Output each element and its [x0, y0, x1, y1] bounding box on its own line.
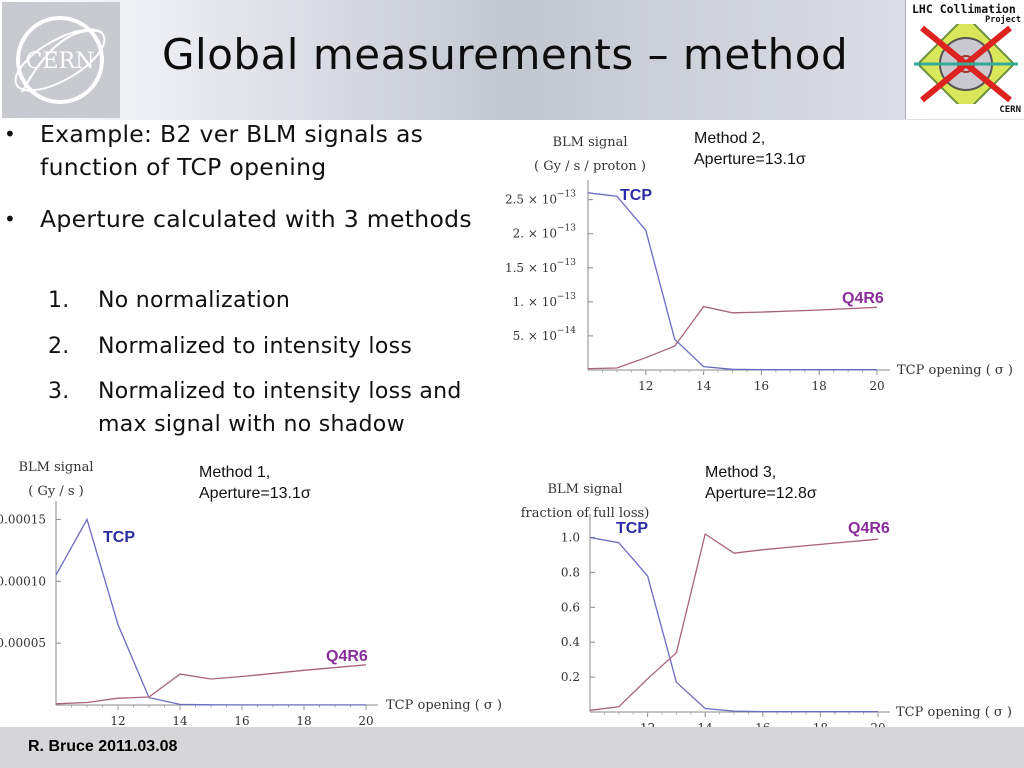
x-tick-label: 20 — [869, 379, 884, 393]
x-tick-label: 12 — [110, 714, 125, 728]
annotation-line: Method 2, — [694, 130, 766, 147]
cern-logo-icon: CERN — [14, 16, 106, 104]
lhc-collimation-logo: LHC Collimation Project CERN — [905, 0, 1024, 119]
x-axis-label: TCP opening ( σ ) — [896, 705, 1012, 720]
y-tick-label: 1.5 × 10−13 — [505, 258, 576, 275]
cern-logo: CERN — [2, 2, 120, 118]
cern-logo-text: CERN — [26, 49, 95, 74]
y-tick-label: 2.5 × 10−13 — [505, 190, 576, 207]
chart-method-2-q4r6-label: Q4R6 — [842, 290, 884, 307]
y-axis-label: ( Gy / s ) — [28, 484, 83, 499]
y-tick-mantissa: 2. × 10 — [513, 227, 557, 241]
y-tick-label: 1. × 10−13 — [513, 292, 577, 309]
y-tick-exponent: −13 — [557, 190, 576, 200]
annotation-line: Method 3, — [705, 464, 777, 481]
y-axis-label: BLM signal — [18, 460, 93, 475]
y-tick-exponent: −13 — [557, 258, 576, 268]
x-tick-label: 20 — [358, 714, 373, 728]
y-tick-label: 0.8 — [561, 565, 580, 579]
y-tick-mantissa: 1. × 10 — [513, 295, 557, 309]
x-axis-label: TCP opening ( σ ) — [897, 363, 1013, 378]
annotation-line: Aperture=12.8σ — [705, 485, 817, 502]
chart-method-1-tcp-label: TCP — [103, 529, 135, 546]
collimator-icon — [914, 24, 1018, 104]
y-axis-label: fraction of full loss) — [521, 506, 650, 521]
x-tick-label: 18 — [296, 714, 311, 728]
header-bar: CERN Global measurements – method LHC Co… — [0, 0, 1024, 120]
chart-method-3-annotation: Method 3, Aperture=12.8σ — [705, 462, 817, 504]
numbered-item-index: 2. — [48, 334, 70, 359]
y-axis-label: ( Gy / s / proton ) — [534, 159, 646, 174]
y-tick-mantissa: 5. × 10 — [513, 329, 557, 343]
numbered-item-text: No normalization — [98, 288, 291, 313]
series-line-tcp — [55, 517, 366, 706]
footer-text: R. Bruce 2011.03.08 — [28, 738, 178, 755]
x-tick-label: 16 — [234, 714, 249, 728]
y-tick-mantissa: 1.5 × 10 — [505, 261, 557, 275]
chart-method-2-annotation: Method 2, Aperture=13.1σ — [694, 128, 806, 170]
x-tick-label: 14 — [696, 379, 712, 393]
chart-method-3-tcp-label: TCP — [616, 520, 648, 537]
series-line-tcp — [589, 536, 878, 713]
y-tick-exponent: −14 — [557, 326, 576, 336]
annotation-line: Aperture=13.1σ — [199, 485, 311, 502]
numbered-item-index: 1. — [48, 288, 70, 313]
chart-method-3-q4r6-label: Q4R6 — [848, 520, 890, 537]
numbered-item-text: Normalized to intensity loss and max sig… — [98, 379, 462, 437]
annotation-line: Aperture=13.1σ — [694, 151, 806, 168]
y-tick-label: 0.2 — [561, 670, 580, 684]
x-tick-label: 18 — [812, 379, 827, 393]
lhc-logo-title: LHC Collimation — [912, 2, 1016, 16]
chart-method-1-annotation: Method 1, Aperture=13.1σ — [199, 462, 311, 504]
numbered-item-text: Normalized to intensity loss — [98, 334, 413, 359]
y-tick-mantissa: 2.5 × 10 — [505, 193, 557, 207]
bullet-text: Example: B2 ver BLM signals as function … — [40, 120, 424, 181]
y-tick-label: 0.4 — [561, 635, 580, 649]
y-tick-label: 0.6 — [561, 600, 580, 614]
y-tick-label: 5. × 10−14 — [513, 326, 577, 343]
x-tick-label: 12 — [638, 379, 653, 393]
y-tick-label: 0.00010 — [0, 574, 46, 588]
y-tick-label: 0.00005 — [0, 636, 46, 650]
y-tick-exponent: −13 — [557, 224, 576, 234]
footer-bar: R. Bruce 2011.03.08 — [0, 727, 1024, 768]
x-tick-label: 16 — [754, 379, 769, 393]
annotation-line: Method 1, — [199, 464, 271, 481]
y-tick-exponent: −13 — [557, 292, 576, 302]
lhc-logo-subtitle: Project — [985, 15, 1021, 25]
numbered-item-index: 3. — [48, 379, 70, 404]
y-axis-label: BLM signal — [552, 135, 627, 150]
chart-method-1-q4r6-label: Q4R6 — [326, 648, 368, 665]
y-tick-label: 2. × 10−13 — [513, 224, 577, 241]
y-axis-label: BLM signal — [547, 482, 622, 497]
chart-method-2-tcp-label: TCP — [620, 187, 652, 204]
x-axis-label: TCP opening ( σ ) — [386, 698, 502, 713]
page-title: Global measurements – method — [162, 30, 849, 79]
bullet-text: Aperture calculated with 3 methods — [40, 205, 472, 233]
series-line-q4r6 — [589, 532, 879, 711]
lhc-logo-org: CERN — [999, 105, 1021, 115]
bullet-marker: • — [4, 122, 17, 146]
series-line-q4r6 — [587, 305, 878, 370]
series-line-q4r6 — [55, 664, 367, 705]
chart-method-2: BLM signal ( Gy / s / proton ) 12 14 16 18 20 5… — [505, 135, 1013, 393]
y-tick-label: 1.0 — [561, 530, 580, 544]
x-tick-label: 14 — [172, 714, 188, 728]
chart-method-1: BLM signal ( Gy / s ) 12 14 16 18 20 0.00005 0.0… — [0, 460, 502, 728]
bullet-marker: • — [4, 207, 17, 231]
series-line-tcp — [587, 192, 877, 371]
y-tick-label: 0.00015 — [0, 512, 46, 526]
